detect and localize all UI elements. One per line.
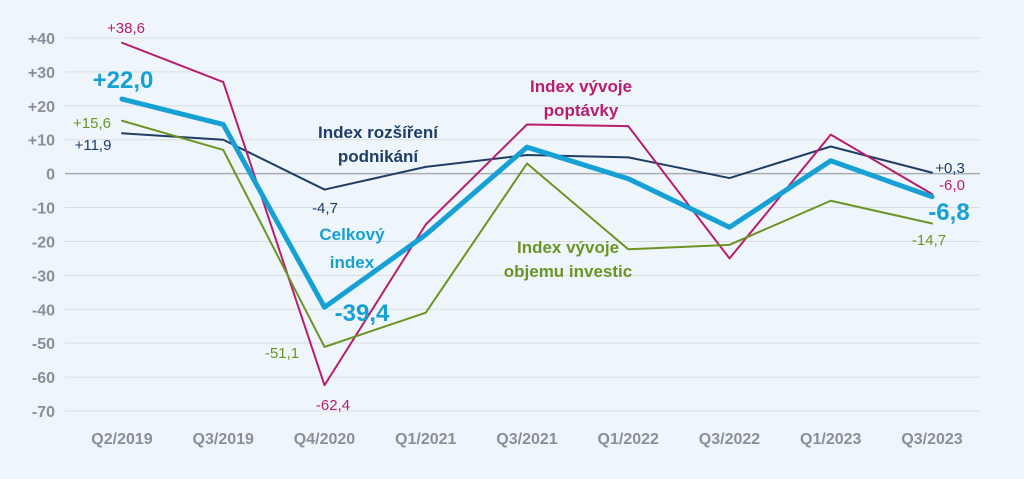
x-tick-label: Q2/2019 [91,431,152,448]
data-label: -39,4 [335,300,390,327]
series-lines [119,41,935,387]
data-labels: +11,9 -4,7 +0,3 +38,6 -62,4 -6,0 +15,6 -51,1 -14… [73,20,970,414]
x-tick-label: Q1/2021 [395,431,456,448]
y-tick-label: -40 [32,302,55,319]
series-line [121,119,933,348]
x-tick-label: Q3/2019 [193,431,254,448]
y-tick-label: -10 [32,201,55,218]
x-tick-label: Q1/2022 [598,431,659,448]
data-label: +38,6 [107,20,145,37]
y-tick-label: +30 [28,65,55,82]
series-label: podnikání [338,147,420,166]
x-tick-label: Q1/2023 [800,431,861,448]
data-label: +11,9 [75,137,112,154]
series-labels: Index rozšíření podnikání Index vývoje popt… [318,77,632,281]
data-label: -51,1 [265,345,299,362]
y-tick-label: -70 [32,404,55,421]
y-tick-label: -60 [32,370,55,387]
y-tick-label: +10 [28,133,55,150]
series-label: objemu investic [504,262,632,281]
series-label: Index vývoje [517,238,619,257]
gridlines [65,37,980,412]
y-axis: +40 +30 +20 +10 0 -10 -20 -30 -40 -50 -60 -70 [28,31,55,421]
x-axis: Q2/2019 Q3/2019 Q4/2020 Q1/2021 Q3/2021 Q1/20… [91,431,962,448]
data-label: -6,8 [928,199,969,226]
y-tick-label: +20 [28,99,55,116]
series-label: index [330,253,375,272]
series-line [121,41,933,387]
x-tick-label: Q3/2022 [699,431,760,448]
x-tick-label: Q3/2021 [496,431,557,448]
series-line [121,132,933,191]
y-tick-label: -30 [32,268,55,285]
series-label: Index rozšíření [318,123,439,142]
y-tick-label: 0 [46,167,55,184]
data-label: -62,4 [316,397,350,414]
y-tick-label: -20 [32,234,55,251]
data-label: +15,6 [73,115,111,132]
data-label: -4,7 [312,200,338,217]
series-label: Celkový [319,225,385,244]
y-tick-label: -50 [32,336,55,353]
data-label: +22,0 [93,67,154,94]
data-label: -6,0 [939,177,965,194]
series-label: Index vývoje [530,77,632,96]
x-tick-label: Q4/2020 [294,431,355,448]
y-tick-label: +40 [28,31,55,48]
x-tick-label: Q3/2023 [901,431,962,448]
data-label: +0,3 [935,160,965,177]
series-label: poptávky [544,101,619,120]
data-label: -14,7 [912,232,946,249]
series-line [119,96,935,310]
